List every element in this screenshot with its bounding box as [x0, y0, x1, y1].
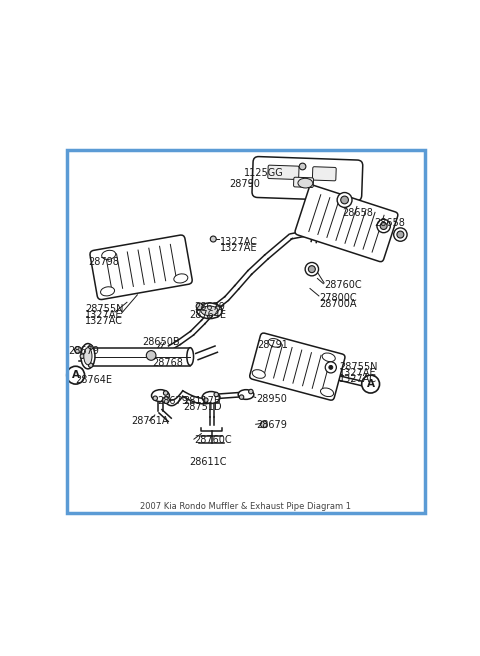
- Ellipse shape: [83, 348, 89, 365]
- Circle shape: [204, 398, 208, 402]
- Text: 28791: 28791: [257, 340, 288, 350]
- Text: 1327AC: 1327AC: [220, 237, 258, 247]
- Text: 28658: 28658: [374, 218, 405, 228]
- FancyBboxPatch shape: [250, 333, 345, 400]
- Circle shape: [210, 236, 216, 242]
- Ellipse shape: [321, 388, 334, 397]
- Ellipse shape: [201, 306, 218, 316]
- Circle shape: [88, 363, 93, 367]
- Circle shape: [325, 362, 336, 373]
- Text: 28679: 28679: [256, 420, 288, 430]
- Text: 1125GG: 1125GG: [244, 168, 284, 178]
- Text: A: A: [367, 379, 374, 389]
- Text: 1327AE: 1327AE: [85, 310, 123, 320]
- Text: 28768: 28768: [152, 358, 183, 368]
- Text: 28679: 28679: [68, 346, 99, 356]
- Circle shape: [377, 219, 390, 233]
- Circle shape: [80, 354, 84, 358]
- Circle shape: [308, 266, 315, 273]
- FancyBboxPatch shape: [294, 177, 313, 188]
- Circle shape: [163, 391, 168, 396]
- Circle shape: [146, 350, 156, 360]
- Text: 1327AC: 1327AC: [339, 373, 377, 384]
- Text: 1327AE: 1327AE: [220, 243, 257, 253]
- Ellipse shape: [202, 392, 220, 403]
- Ellipse shape: [197, 303, 222, 319]
- Text: 28764E: 28764E: [190, 310, 227, 320]
- Ellipse shape: [81, 344, 95, 369]
- Circle shape: [207, 314, 212, 318]
- FancyBboxPatch shape: [90, 235, 192, 300]
- Ellipse shape: [100, 287, 115, 296]
- Text: 27800C: 27800C: [320, 293, 357, 303]
- Text: A: A: [72, 370, 80, 380]
- Circle shape: [305, 262, 319, 276]
- Circle shape: [196, 303, 203, 310]
- Circle shape: [337, 192, 352, 207]
- Circle shape: [240, 395, 244, 400]
- FancyBboxPatch shape: [312, 167, 336, 181]
- Text: 28679: 28679: [157, 396, 188, 406]
- Circle shape: [163, 397, 169, 403]
- Text: 1327AE: 1327AE: [339, 367, 376, 378]
- Text: 28751D: 28751D: [183, 402, 222, 412]
- Text: 28700A: 28700A: [320, 298, 357, 309]
- Text: 28611C: 28611C: [190, 457, 227, 467]
- Circle shape: [153, 396, 157, 400]
- FancyBboxPatch shape: [268, 165, 299, 180]
- Text: 28790: 28790: [229, 179, 260, 190]
- Text: 28755N: 28755N: [85, 304, 124, 314]
- FancyBboxPatch shape: [252, 157, 363, 201]
- Circle shape: [214, 392, 218, 397]
- Text: 28755N: 28755N: [339, 361, 377, 371]
- Ellipse shape: [174, 274, 188, 283]
- Text: 28658: 28658: [343, 208, 373, 218]
- Text: 28650B: 28650B: [142, 337, 180, 348]
- Text: 28950: 28950: [256, 394, 288, 404]
- Ellipse shape: [322, 353, 335, 361]
- Circle shape: [74, 346, 81, 353]
- Text: 28679: 28679: [195, 302, 226, 312]
- Text: 28117B: 28117B: [183, 396, 221, 406]
- Circle shape: [341, 196, 348, 204]
- Circle shape: [88, 345, 93, 350]
- Ellipse shape: [268, 338, 281, 347]
- Text: 28761A: 28761A: [132, 415, 169, 426]
- Circle shape: [199, 306, 204, 310]
- Circle shape: [249, 389, 253, 394]
- Ellipse shape: [238, 390, 254, 400]
- Circle shape: [299, 163, 306, 170]
- Text: 28798: 28798: [88, 257, 119, 268]
- Circle shape: [329, 365, 333, 369]
- Circle shape: [216, 306, 220, 310]
- Text: 2007 Kia Rondo Muffler & Exhaust Pipe Diagram 1: 2007 Kia Rondo Muffler & Exhaust Pipe Di…: [141, 502, 351, 512]
- Text: 28760C: 28760C: [324, 279, 362, 290]
- FancyBboxPatch shape: [295, 185, 398, 262]
- Circle shape: [261, 421, 267, 428]
- Circle shape: [362, 375, 380, 393]
- Circle shape: [67, 366, 84, 384]
- Ellipse shape: [152, 390, 169, 401]
- Text: 28764E: 28764E: [75, 375, 112, 384]
- Ellipse shape: [187, 348, 193, 365]
- Circle shape: [394, 228, 407, 241]
- Text: 1327AC: 1327AC: [85, 316, 123, 326]
- Circle shape: [380, 222, 387, 230]
- Ellipse shape: [84, 348, 92, 365]
- Ellipse shape: [102, 251, 116, 259]
- Bar: [86, 348, 190, 365]
- Circle shape: [397, 231, 404, 238]
- Ellipse shape: [298, 178, 313, 188]
- Text: 28760C: 28760C: [195, 435, 232, 445]
- Ellipse shape: [252, 370, 265, 379]
